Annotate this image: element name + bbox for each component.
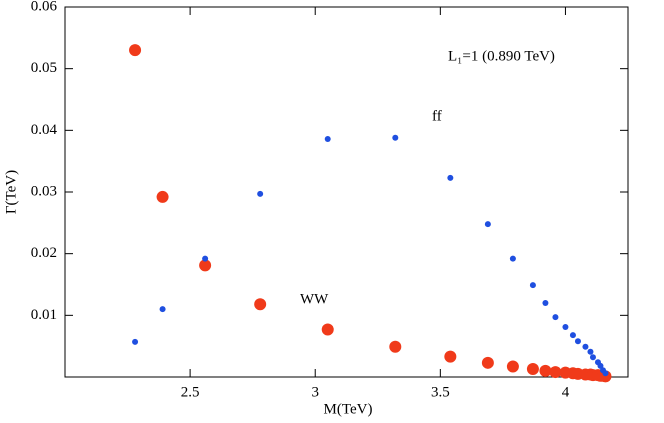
y-tick-label: 0.04 <box>31 122 58 138</box>
point <box>526 362 539 375</box>
point <box>602 370 609 377</box>
annotation: L₁=1 (0.890 TeV) <box>448 48 555 64</box>
y-tick-label: 0.02 <box>31 245 57 261</box>
point <box>529 282 536 289</box>
point <box>444 350 457 363</box>
point <box>562 324 569 331</box>
point <box>389 340 402 353</box>
point <box>156 190 169 203</box>
y-tick-label: 0.03 <box>31 183 57 199</box>
point <box>549 366 562 379</box>
point <box>392 134 399 141</box>
x-axis-label: M(TeV) <box>324 401 373 417</box>
point <box>159 306 166 313</box>
point <box>574 338 581 345</box>
x-tick-label: 4 <box>562 384 570 400</box>
point <box>542 300 549 306</box>
point <box>481 356 494 369</box>
point <box>202 255 209 262</box>
point <box>199 259 212 272</box>
point <box>447 174 454 181</box>
x-tick-label: 3.5 <box>431 384 450 400</box>
point <box>132 338 139 345</box>
point <box>587 348 594 355</box>
y-tick-label: 0.06 <box>31 0 58 14</box>
point <box>599 370 612 383</box>
point <box>257 190 264 197</box>
annotation: WW <box>300 291 329 307</box>
point <box>321 323 334 336</box>
y-tick-label: 0.01 <box>31 307 57 323</box>
point <box>569 332 576 339</box>
point <box>254 298 267 311</box>
point <box>589 354 596 361</box>
annotation: ff <box>432 108 442 124</box>
y-axis-label: Γ(TeV) <box>3 170 19 214</box>
x-tick-label: 3 <box>311 384 319 400</box>
point <box>539 364 552 377</box>
point <box>484 221 491 228</box>
point <box>582 343 589 350</box>
point <box>509 255 516 262</box>
point <box>129 44 142 57</box>
x-tick-label: 2.5 <box>181 384 200 400</box>
y-tick-label: 0.05 <box>31 60 57 76</box>
point <box>506 360 519 373</box>
point <box>552 314 559 321</box>
point <box>324 135 331 142</box>
